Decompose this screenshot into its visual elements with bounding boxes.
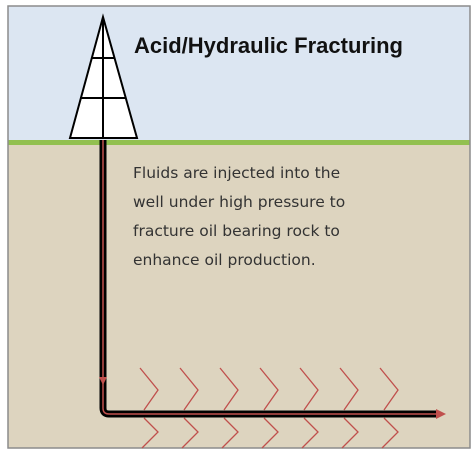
- page: Acid/Hydraulic Fracturing Fluids are inj…: [0, 0, 476, 454]
- description-line: fracture oil bearing rock to: [133, 222, 340, 240]
- description-line: well under high pressure to: [133, 193, 345, 211]
- diagram: Acid/Hydraulic Fracturing Fluids are inj…: [0, 0, 476, 454]
- title: Acid/Hydraulic Fracturing: [134, 33, 403, 58]
- description-line: enhance oil production.: [133, 251, 316, 269]
- surface-line: [8, 140, 470, 145]
- description-line: Fluids are injected into the: [133, 164, 340, 182]
- ground: [8, 142, 470, 448]
